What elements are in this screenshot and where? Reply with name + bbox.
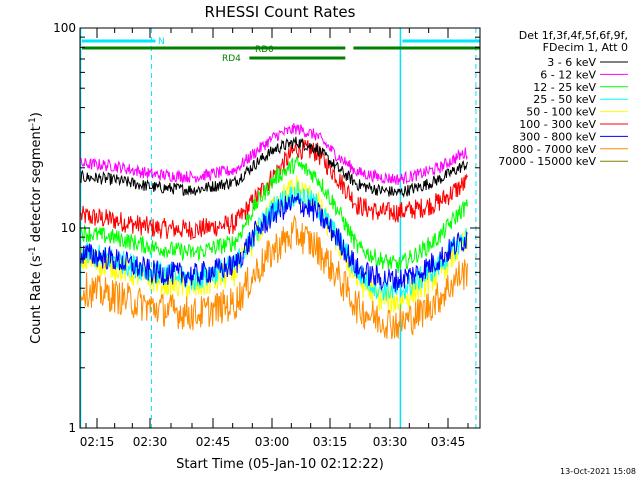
x-axis-label: Start Time (05-Jan-10 02:12:22)	[176, 457, 384, 472]
x-tick-label: 02:15	[80, 435, 115, 449]
plot-frame	[79, 27, 481, 429]
legend-label: 300 - 800 keV	[519, 130, 596, 143]
RD4-label: RD4	[222, 54, 241, 64]
x-tick-label: 02:30	[133, 435, 168, 449]
legend-label: 3 - 6 keV	[547, 56, 596, 69]
x-tick-label: 02:45	[196, 435, 231, 449]
RD0-label: RD0	[255, 45, 274, 55]
legend-label: 800 - 7000 keV	[512, 143, 596, 156]
legend-header-line2: FDecim 1, Att 0	[543, 41, 628, 54]
y-axis-label: Count Rate (s-1 detector segment-1)	[28, 112, 44, 344]
legend-label: 7000 - 15000 keV	[498, 155, 596, 168]
x-tick-label: 03:30	[373, 435, 408, 449]
legend-header-line1: Det 1f,3f,4f,5f,6f,9f,	[519, 29, 628, 42]
x-tick-label: 03:15	[313, 435, 348, 449]
series-line-12-25-kev	[80, 156, 468, 274]
legend-label: 50 - 100 keV	[526, 106, 596, 119]
chart-title: RHESSI Count Rates	[205, 3, 356, 21]
x-tick-label: 03:00	[255, 435, 290, 449]
footer-timestamp: 13-Oct-2021 15:08	[560, 467, 636, 476]
y-tick-label: 10	[61, 221, 76, 235]
x-tick-label: 03:45	[431, 435, 466, 449]
series-line-50-100-kev	[80, 175, 468, 313]
axes: 1 10 100 02:15 02:30 02:45 03:00 03:15 03:30 03:4…	[53, 21, 480, 449]
legend: Det 1f,3f,4f,5f,6f,9f,FDecim 1, Att 0 3 -…	[498, 29, 628, 168]
legend-label: 12 - 25 keV	[533, 81, 596, 94]
legend-label: 100 - 300 keV	[519, 118, 596, 131]
N-label: N	[158, 37, 165, 47]
y-tick-label: 1	[68, 421, 76, 435]
series-line-800-7000-kev	[80, 214, 468, 340]
series-line-300-800-kev	[80, 193, 468, 292]
legend-label: 25 - 50 keV	[533, 93, 596, 106]
legend-label: 6 - 12 keV	[540, 68, 596, 81]
series-line-3-6-kev	[80, 136, 468, 198]
series-line-6-12-kev	[80, 123, 468, 185]
y-tick-label: 100	[53, 21, 76, 35]
plot-area: N RD0 RD4	[79, 28, 480, 428]
series-line-100-300-kev	[80, 139, 468, 240]
